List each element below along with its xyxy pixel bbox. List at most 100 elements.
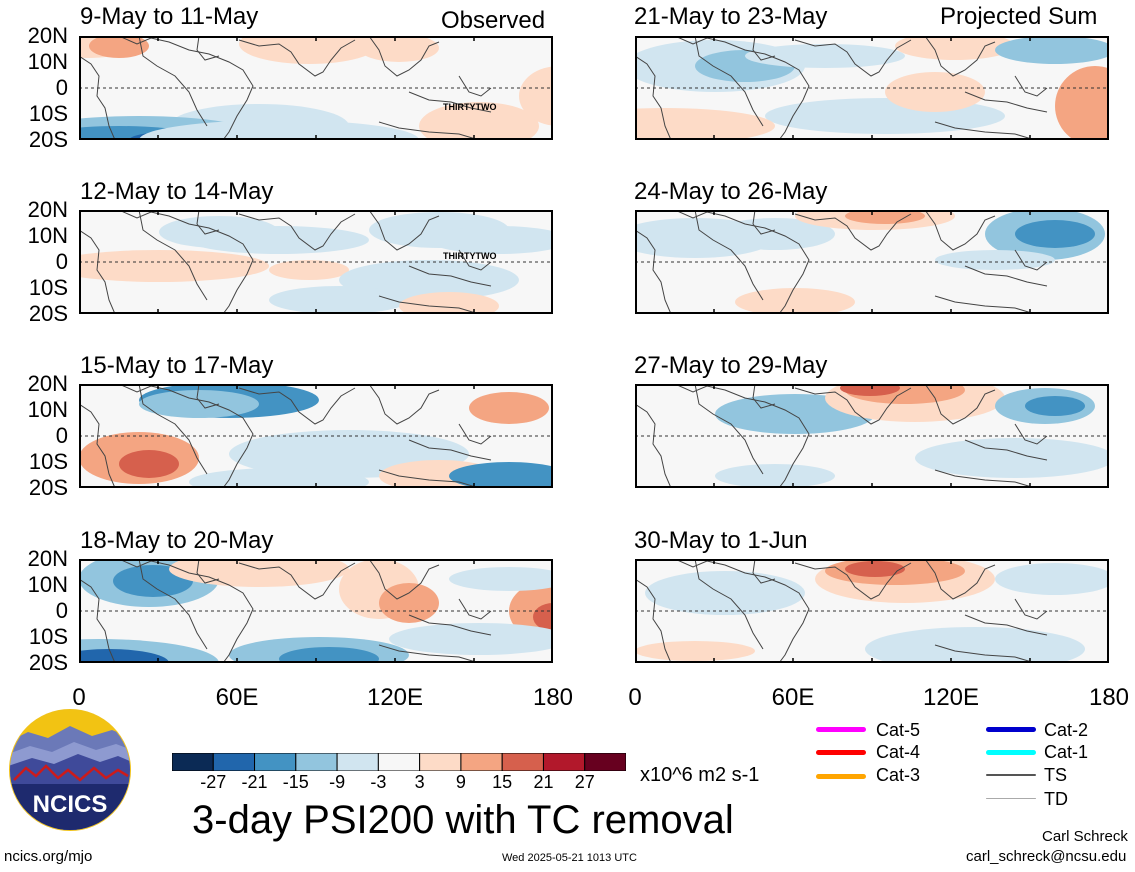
lat-label: 10S <box>28 275 68 300</box>
colorbar-segment <box>377 752 421 772</box>
coastline <box>794 562 912 600</box>
coastline <box>378 644 480 663</box>
coastline <box>79 403 116 488</box>
anomaly-contour <box>645 571 805 615</box>
coastline <box>368 384 440 425</box>
footer-timestamp: Wed 2025-05-21 1013 UTC <box>502 852 637 864</box>
coastline <box>694 559 764 650</box>
lat-label: 0 <box>55 249 68 274</box>
coastline <box>964 91 1048 113</box>
anomaly-contour <box>449 567 553 591</box>
psi200-map: THIRTYTWO <box>78 36 554 140</box>
coastline <box>964 614 1048 636</box>
colorbar-segment <box>171 752 214 772</box>
footer-link[interactable]: ncics.org/mjo <box>4 848 93 865</box>
colorbar-segment <box>254 752 297 772</box>
colorbar-segment <box>295 752 338 772</box>
lat-label: 10N <box>27 223 68 248</box>
coastline <box>458 249 492 271</box>
anomaly-contour <box>89 36 149 58</box>
coastline <box>196 559 220 584</box>
anomaly-contour <box>269 260 349 280</box>
coastline <box>964 439 1048 461</box>
anomaly-contour <box>399 292 499 314</box>
lon-label-left-180: 180 <box>532 684 574 711</box>
map-panel-left-1: THIRTYTWO <box>78 36 554 140</box>
anomaly-contour <box>935 250 1055 270</box>
coastline <box>378 469 480 488</box>
coastline <box>794 387 912 425</box>
coastline <box>138 36 208 127</box>
coastline <box>368 210 440 251</box>
colorbar-segment <box>336 752 379 772</box>
author-email[interactable]: carl_schreck@ncsu.edu <box>966 848 1127 865</box>
lat-label: 20S <box>28 127 68 152</box>
colorbar-segment <box>212 752 256 772</box>
anomaly-contour <box>79 250 269 282</box>
coastline <box>238 387 356 425</box>
legend-label-cat4: Cat-4 <box>876 742 921 762</box>
observed-label: Observed <box>441 7 546 34</box>
anomaly-contour <box>469 392 549 424</box>
coastline <box>368 36 440 77</box>
anomaly-contour <box>845 210 925 224</box>
lat-label: 20N <box>27 197 68 222</box>
colorbar-tick-label: -27 <box>200 772 227 792</box>
coastline <box>694 384 764 475</box>
legend-line-cat1 <box>986 750 1036 755</box>
map-panel-right-3 <box>634 384 1110 488</box>
panel-title-right-3: 27-May to 29-May <box>634 352 828 379</box>
colorbar-segment <box>584 752 627 772</box>
lon-label-left-0: 0 <box>72 684 86 711</box>
coastline <box>378 121 480 140</box>
coastline <box>238 213 356 251</box>
map-panel-right-1 <box>634 36 1110 140</box>
anomaly-contour <box>865 627 1085 663</box>
psi200-map <box>634 36 1110 140</box>
coastline <box>924 559 996 600</box>
anomaly-contour <box>449 462 553 488</box>
legend-line-td <box>986 798 1036 799</box>
anomaly-contour <box>139 120 419 140</box>
colorbar-tick-label: 27 <box>574 772 595 792</box>
anomaly-contour <box>845 561 905 577</box>
legend-label-cat1: Cat-1 <box>1044 742 1089 762</box>
psi200-map <box>634 384 1110 488</box>
legend-label-cat2: Cat-2 <box>1044 720 1089 740</box>
colorbar-tick-label: -15 <box>282 772 309 792</box>
lon-label-right-0: 0 <box>628 684 642 711</box>
lat-label: 10S <box>28 624 68 649</box>
storm-label: THIRTYTWO <box>443 251 497 261</box>
anomaly-contour <box>79 649 169 663</box>
anomaly-contour <box>1015 220 1095 248</box>
coastline <box>635 578 672 663</box>
panel-title-right-1: 21-May to 23-May <box>634 3 828 30</box>
coastline <box>238 562 356 600</box>
legend-line-cat3 <box>816 774 866 779</box>
coastline <box>79 55 116 140</box>
anomaly-contour <box>995 563 1109 595</box>
anomaly-contour <box>519 66 553 126</box>
anomaly-contour <box>635 108 775 140</box>
logo-text: NCICS <box>33 791 108 818</box>
map-panel-left-4 <box>78 559 554 663</box>
coastline <box>238 39 356 77</box>
coastline <box>964 265 1048 287</box>
anomaly-contour <box>715 218 835 250</box>
legend-line-cat5 <box>816 727 866 732</box>
coastline <box>694 36 764 127</box>
lat-label: 10S <box>28 101 68 126</box>
coastline <box>934 469 1036 488</box>
colorbar-tick-label: 21 <box>533 772 554 792</box>
colorbar-segment <box>419 752 462 772</box>
coastline <box>408 265 492 287</box>
coastline <box>934 644 1036 663</box>
colorbar-tick-label: 3 <box>414 772 425 792</box>
main-title: 3-day PSI200 with TC removal <box>192 798 734 842</box>
colorbar-segment <box>501 752 544 772</box>
anomaly-contour <box>189 226 369 254</box>
coastline <box>196 36 220 61</box>
psi200-map <box>634 210 1110 314</box>
lon-label-left-120e: 120E <box>366 684 424 711</box>
anomaly-contour <box>1055 66 1109 140</box>
